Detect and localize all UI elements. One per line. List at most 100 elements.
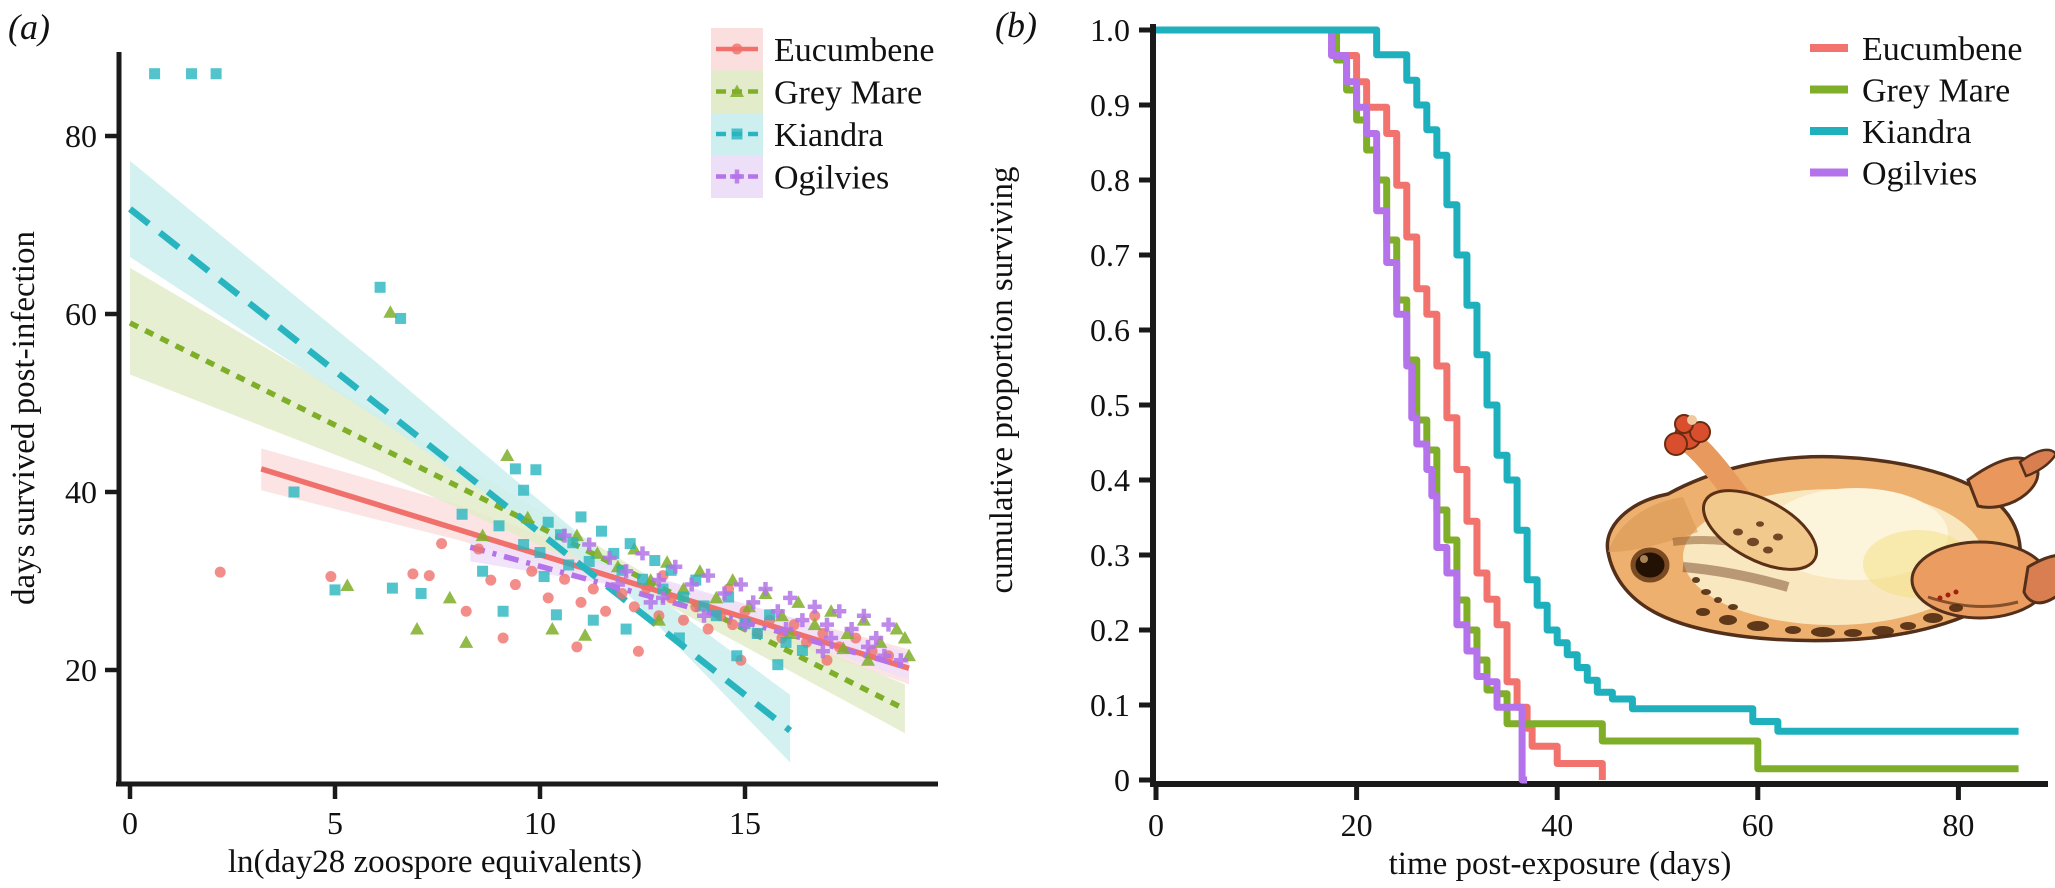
legend-item-kiandra: Kiandra (1810, 114, 1972, 151)
kiandra-regression-line (127, 206, 793, 734)
x-axis-title: time post-exposure (days) (1389, 846, 1732, 882)
kiandra-point (477, 565, 489, 577)
kiandra-point (456, 508, 468, 520)
ogilvies-point (643, 595, 658, 610)
kiandra-point (386, 582, 398, 594)
greymare-point (340, 578, 355, 591)
ogilvies-regression-line (469, 544, 910, 670)
kiandra-point (497, 605, 509, 617)
kiandra-point (563, 559, 575, 571)
greymare-point (730, 84, 744, 97)
ogilvies-point (619, 564, 634, 579)
y-tick-label: 0.8 (1090, 162, 1130, 198)
eucumbene-point (497, 632, 509, 644)
greymare-point (383, 305, 398, 318)
ogilvies-point (701, 568, 716, 583)
kiandra-point (534, 547, 546, 559)
frog-forearm-spot (1773, 533, 1783, 541)
ogilvies-point (730, 169, 744, 184)
ogilvies-point (635, 546, 650, 561)
ogilvies-point (697, 608, 711, 623)
legend-item-kiandra: Kiandra (711, 113, 884, 156)
kiandra-point (596, 525, 607, 537)
frog-belly-spot (1923, 613, 1943, 623)
ogilvies-point (795, 613, 810, 628)
legend-label: Eucumbene (1862, 31, 2023, 68)
frog-red-foot (1664, 432, 1688, 456)
kiandra-point (678, 591, 689, 603)
panel-b-label: (b) (995, 5, 1037, 45)
eucumbene-point (727, 619, 739, 631)
kiandra-point (567, 537, 579, 549)
y-tick-label: 0.1 (1090, 687, 1130, 723)
ogilvies-point (582, 537, 597, 552)
eucumbene-point (575, 596, 587, 608)
eucumbene-point (473, 543, 484, 555)
y-axis-title: days survived post-infection (6, 231, 42, 605)
legend-item-ogilvies: Ogilvies (711, 155, 889, 198)
frog-belly-spot (1696, 608, 1710, 616)
frog-illustration (1605, 414, 2055, 643)
kiandra-point (710, 610, 722, 622)
legend-label: Kiandra (774, 117, 884, 154)
ogilvies-point (770, 604, 785, 619)
ogilvies-point (733, 577, 748, 592)
eucumbene-point (702, 623, 714, 635)
kiandra-point (374, 281, 386, 293)
ogilvies-point (869, 630, 884, 645)
frog-thigh-crease (1927, 595, 2019, 609)
frog-belly-spot (1719, 615, 1737, 625)
eucumbene-point (665, 592, 677, 604)
frog-eye (1630, 547, 1670, 583)
frog-forearm-spot (1747, 537, 1759, 547)
y-tick-label: 0.9 (1090, 87, 1130, 123)
frog-belly-spot (1900, 622, 1916, 630)
ogilvies-point (893, 653, 908, 668)
eucumbene-point (436, 538, 448, 550)
x-tick-label: 15 (729, 805, 761, 841)
frog-toe-dot (1945, 592, 1951, 598)
legend-label: Grey Mare (774, 75, 922, 112)
greymare-point (897, 630, 912, 644)
ogilvies-point (738, 617, 752, 632)
y-tick-label: 0.5 (1090, 387, 1130, 423)
greymare-point (500, 448, 515, 462)
eucumbene-point (460, 605, 472, 617)
frog-foot-highlight (1687, 415, 1697, 425)
greymare-point (807, 617, 822, 631)
ogilvies-point (861, 639, 875, 654)
eucumbene-point (628, 601, 640, 613)
frog-belly-spot (1811, 627, 1835, 637)
kiandra-point (583, 555, 595, 567)
ogilvies-point (656, 590, 670, 605)
kiandra-point (550, 609, 562, 621)
kiandra-point (538, 571, 550, 583)
kiandra-point (509, 463, 521, 475)
kiandra-point (329, 584, 341, 596)
y-tick-label: 0.6 (1090, 312, 1130, 348)
legend-label: Ogilvies (1862, 156, 1977, 193)
greymare-point (520, 510, 535, 524)
ogilvies-survival-curve (1156, 26, 1528, 784)
ogilvies-point (824, 630, 839, 645)
ogilvies-point (602, 550, 617, 565)
frog-belly-spot (1785, 626, 1801, 634)
eucumbene-point (542, 592, 554, 604)
greymare-points (340, 305, 916, 666)
kiandra-point (149, 68, 161, 80)
kiandra-point (731, 128, 743, 140)
frog-forearm-spot (1763, 546, 1773, 554)
kiandra-point (542, 516, 554, 528)
ogilvies-point (881, 617, 896, 632)
eucumbene-point (678, 614, 689, 626)
panel-a-legend: Eucumbene Grey Mare Kiandra Ogilvies (711, 28, 935, 198)
x-tick-label: 20 (1341, 807, 1373, 843)
x-axis-title: ln(day28 zoospore equivalents) (228, 844, 642, 880)
y-tick-label: 0.7 (1090, 237, 1130, 273)
eucumbene-point (559, 573, 571, 585)
x-tick-label: 40 (1541, 807, 1573, 843)
ogilvies-point (856, 608, 871, 623)
kiandra-point (780, 636, 792, 648)
greymare-point (410, 622, 424, 635)
kiandra-point (288, 486, 300, 498)
